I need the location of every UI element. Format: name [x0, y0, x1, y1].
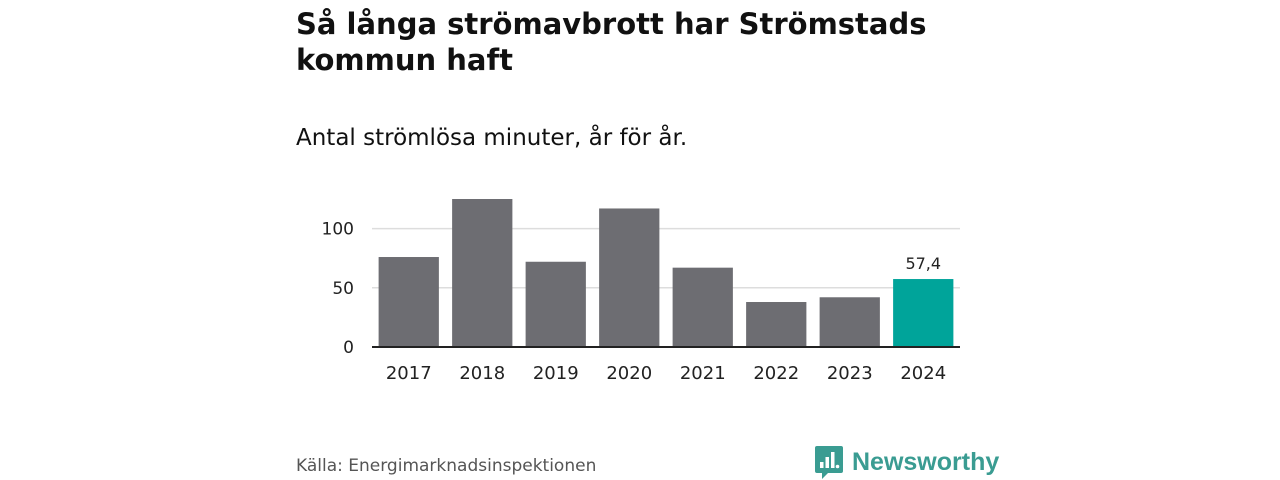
- y-tick-label: 100: [322, 220, 354, 240]
- bar: [378, 257, 439, 347]
- x-tick-label: 2021: [680, 363, 726, 384]
- bar: [672, 267, 733, 347]
- y-tick-label: 0: [343, 338, 354, 358]
- bar: [525, 261, 586, 347]
- bar: [819, 297, 880, 347]
- data-label: 57,4: [905, 254, 941, 273]
- bar: [746, 302, 807, 347]
- bar: [599, 208, 660, 347]
- x-tick-label: 2020: [606, 363, 652, 384]
- bar: [452, 199, 513, 347]
- x-tick-label: 2017: [386, 363, 432, 384]
- brand-logo: Newsworthy: [814, 444, 999, 480]
- brand-name: Newsworthy: [852, 447, 1000, 476]
- source-note: Källa: Energimarknadsinspektionen: [296, 456, 597, 476]
- x-tick-label: 2024: [900, 363, 946, 384]
- bar-highlight: [893, 279, 954, 347]
- newsworthy-logo-icon: [815, 446, 843, 479]
- x-tick-label: 2018: [459, 363, 505, 384]
- x-tick-label: 2023: [827, 363, 873, 384]
- y-tick-label: 50: [332, 279, 354, 299]
- x-tick-label: 2019: [533, 363, 579, 384]
- x-tick-label: 2022: [753, 363, 799, 384]
- chart-subtitle: Antal strömlösa minuter, år för år.: [296, 125, 688, 151]
- bar-chart: 0 50 100 2017 2018 2019 2020 2021 2022 2023 2024 57…: [322, 199, 960, 384]
- chart-title: Så långa strömavbrott har Strömstads kom…: [296, 7, 927, 77]
